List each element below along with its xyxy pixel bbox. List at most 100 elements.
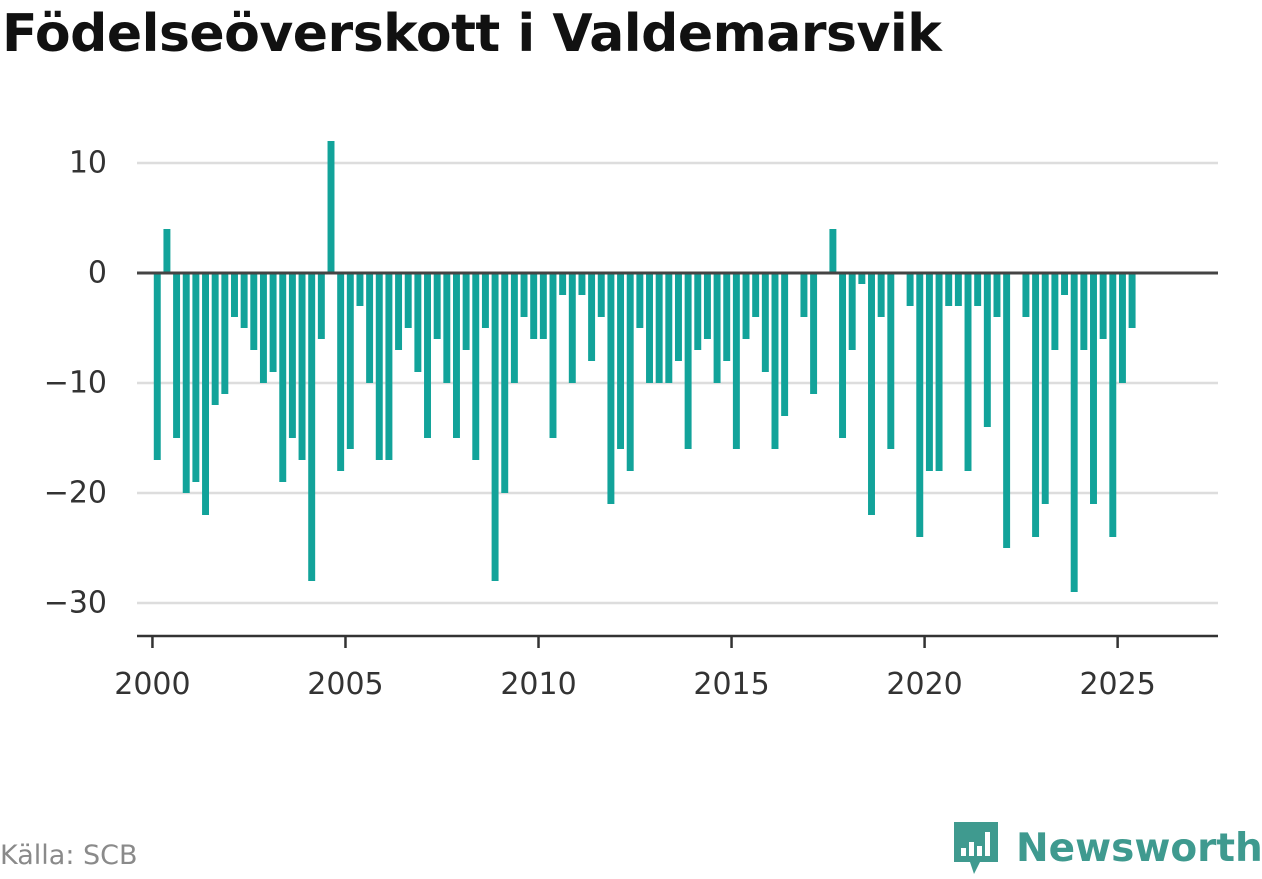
y-tick-label: −30 [44,586,107,621]
x-tick-label: 2010 [500,667,576,702]
bar [1109,273,1117,537]
bar [906,273,914,306]
bar [925,273,933,471]
bar [298,273,306,460]
bar [221,273,229,394]
chart-title: Födelseöverskott i Valdemarsvik [2,4,942,64]
bar [607,273,615,504]
bar [163,229,171,273]
bar [655,273,663,383]
y-tick-label: 0 [88,256,107,291]
source-label: Källa: SCB [0,840,138,871]
bar [1051,273,1059,350]
bar [752,273,760,317]
bar [501,273,509,493]
bar [646,273,653,383]
bar [626,273,634,471]
bar [1128,273,1136,328]
bar [414,273,422,372]
bar [954,273,962,306]
bar [510,273,518,383]
bar [723,273,731,361]
bar [279,273,287,482]
tick-labels: 10 0 −10 −20 −30 2000 2005 2010 2015 2020 2025 [44,146,1156,703]
bar [713,273,721,383]
x-tick-label: 2000 [114,667,190,702]
bar [974,273,982,306]
x-tick-label: 2025 [1079,667,1155,702]
bar [858,273,866,284]
bar [1080,273,1088,350]
bar [935,273,943,471]
bar [1061,273,1069,295]
bar [530,273,538,339]
bar [472,273,480,460]
bar [781,273,789,416]
bar [453,273,460,438]
bar [443,273,451,383]
bar [665,273,673,383]
bar [317,273,325,339]
bar [1118,273,1126,383]
bar [153,273,161,460]
bar [674,273,682,361]
bar [356,273,364,306]
bar [742,273,750,339]
bar [308,273,316,581]
brand-name: Newsworthy [1016,825,1262,871]
bar [771,273,779,449]
bar [327,141,335,273]
bar [887,273,895,449]
bar [231,273,238,317]
bar [337,273,345,471]
bar [810,273,818,394]
bar [182,273,190,493]
bar [433,273,441,339]
axes [137,271,1218,648]
y-tick-label: −10 [44,366,107,401]
bar [868,273,875,515]
bar [694,273,702,350]
x-tick-label: 2005 [307,667,383,702]
x-tick-label: 2020 [886,667,962,702]
bar [481,273,489,328]
bar [375,273,383,460]
x-tick-label: 2015 [693,667,769,702]
bar [211,273,219,405]
bar [539,273,547,339]
bar [1041,273,1049,504]
bar [636,273,644,328]
bar [1003,273,1011,548]
y-tick-label: −20 [44,476,107,511]
bar [1032,273,1040,537]
bar [1070,273,1078,592]
bar [1090,273,1097,504]
bar [240,273,248,328]
bar [173,273,181,438]
bar [288,273,296,438]
bar [385,273,393,460]
bar [597,273,605,317]
bar [568,273,576,383]
bar [192,273,200,482]
bar [250,273,258,350]
bar [829,229,837,273]
bar [732,273,740,449]
bar [549,273,557,438]
bars [153,141,1136,592]
bar [259,273,267,383]
bar [993,273,1001,317]
bar [703,273,711,339]
bar [269,273,277,372]
bar [202,273,209,515]
bar [983,273,991,427]
bar [1022,273,1030,317]
bar [520,273,528,317]
bar [945,273,953,306]
bar [839,273,847,438]
bar [404,273,412,328]
bar [462,273,470,350]
bar [346,273,354,449]
bar [761,273,769,372]
